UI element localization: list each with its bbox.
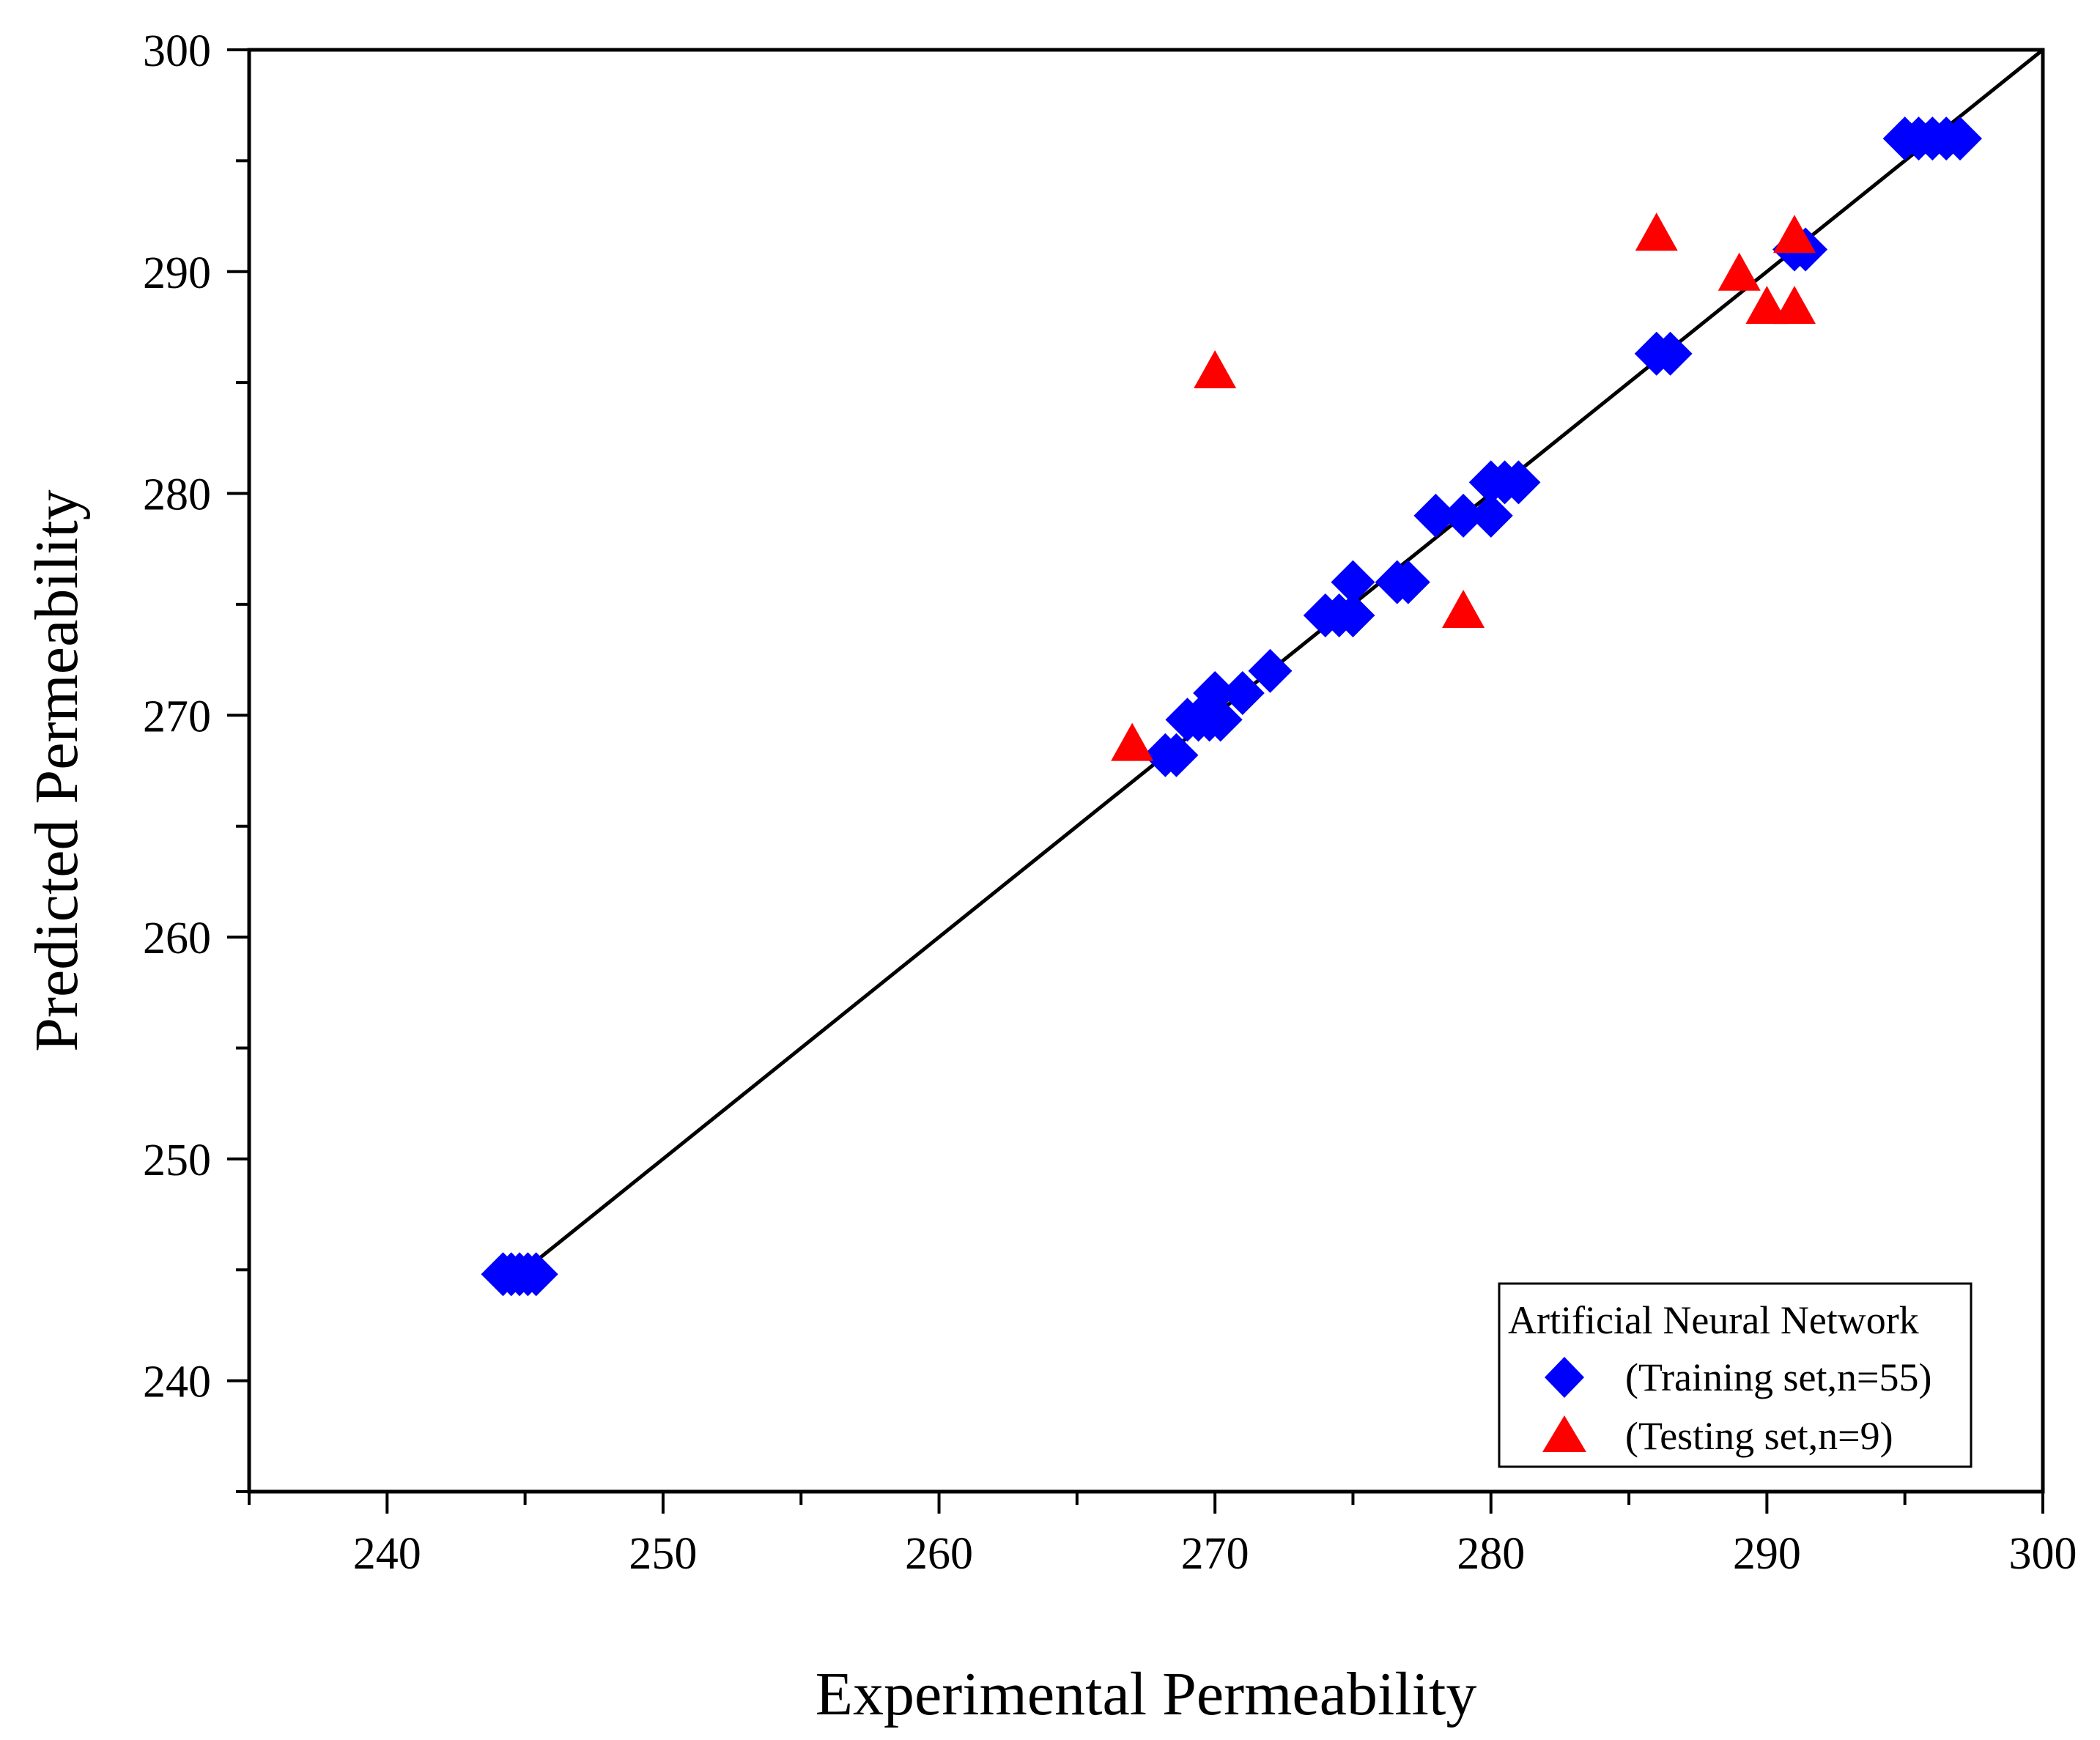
training-point (514, 1252, 558, 1297)
testing-point (1111, 722, 1154, 761)
x-tick-label: 260 (905, 1529, 973, 1579)
training-point (1938, 116, 1983, 161)
training-point (1648, 331, 1693, 376)
testing-point (1194, 349, 1237, 388)
testing-point (1773, 286, 1816, 325)
plot-frame (247, 48, 2045, 1494)
y-axis-title: Predicted Permeability (23, 489, 91, 1051)
x-axis-title: Experimental Permeability (816, 1660, 1477, 1728)
legend-entry-testing: (Testing set,n=9) (1625, 1414, 1893, 1458)
legend-triangle-marker (1542, 1415, 1586, 1452)
training-point (1193, 671, 1238, 716)
y-tick-label: 290 (143, 248, 211, 298)
x-tick-label: 270 (1181, 1529, 1249, 1579)
y-tick-label: 240 (143, 1358, 211, 1407)
data-marks (481, 116, 1983, 1297)
training-point (1386, 560, 1430, 604)
y-tick-label: 260 (143, 914, 211, 963)
training-point (1441, 493, 1486, 538)
training-point (1496, 460, 1541, 505)
y-tick-label: 270 (143, 692, 211, 741)
testing-point (1442, 589, 1485, 628)
testing-point (1745, 286, 1789, 325)
legend-diamond-marker (1545, 1357, 1584, 1398)
testing-point (1635, 212, 1678, 251)
reference-line-group (524, 48, 2044, 1272)
training-point (1331, 560, 1375, 604)
testing-point (1718, 252, 1761, 291)
x-tick-label: 290 (1733, 1529, 1801, 1579)
x-tick-label: 240 (353, 1529, 421, 1579)
training-point (1331, 593, 1375, 638)
y-tick-label: 300 (143, 26, 211, 76)
axis-ticks: 240 250 260 270 280 290 300 240 250 260 270 280 290 3… (143, 26, 2077, 1579)
x-tick-label: 300 (2009, 1529, 2077, 1579)
y-tick-label: 250 (143, 1136, 211, 1185)
x-tick-label: 250 (629, 1529, 697, 1579)
reference-line (524, 48, 2044, 1272)
legend-title: Artificial Neural Network (1508, 1298, 1919, 1342)
legend-entry-training: (Training set,n=55) (1625, 1355, 1931, 1399)
training-point (1154, 733, 1199, 777)
training-point (1248, 648, 1293, 693)
training-point (1413, 493, 1458, 538)
y-tick-label: 280 (143, 470, 211, 520)
testing-point (1773, 215, 1816, 253)
x-tick-label: 280 (1457, 1529, 1525, 1579)
legend: Artificial Neural Network (Training set,… (1498, 1282, 1973, 1468)
training-point (1220, 671, 1265, 716)
training-point (1468, 493, 1513, 538)
